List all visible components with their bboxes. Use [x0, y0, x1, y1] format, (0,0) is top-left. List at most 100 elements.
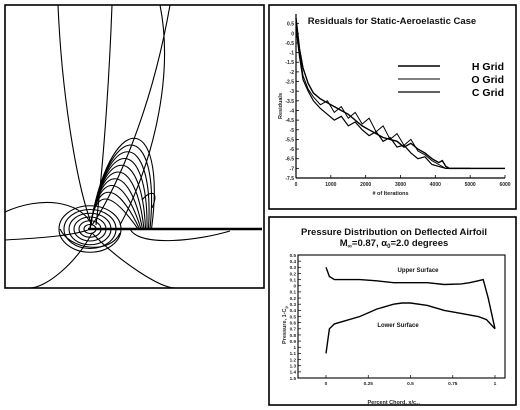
xlabel-part-0: Percent Chord, x/c — [367, 400, 416, 406]
pressure-ytick-label: 0.7 — [290, 327, 297, 332]
pressure-ytick-label: 0.5 — [290, 314, 297, 319]
residuals-ytick-label: -4 — [290, 108, 295, 114]
contour-frame — [4, 4, 265, 289]
pressure-ytick-label: 0.1 — [290, 277, 297, 282]
pressure-ytick-label: 0 — [293, 284, 296, 289]
residuals-ytick-label: 0 — [291, 31, 294, 37]
ylabel-part-1: p — [284, 305, 289, 308]
residuals-xlabel: # of Iterations — [372, 191, 408, 197]
pressure-series — [325, 267, 496, 354]
residuals-frame — [268, 4, 517, 210]
contour-lower-ring — [83, 223, 97, 235]
pressure-ytick-label: 0.4 — [290, 308, 297, 313]
residuals-ylabel: Residuals — [278, 93, 284, 119]
pressure-title: Pressure Distribution on Deflected Airfo… — [301, 227, 487, 238]
contour-lines — [4, 4, 262, 289]
contour-lower-ring — [63, 208, 117, 250]
residuals-xtick-label: 3000 — [395, 182, 406, 188]
residuals-xtick-label: 4000 — [430, 182, 441, 188]
pressure-ytick-label: 0.6 — [290, 320, 297, 325]
residuals-xtick-label: 5000 — [465, 182, 476, 188]
contour-outer-lower — [29, 232, 93, 289]
pressure-xlabel: Percent Chord, x/cac — [367, 400, 421, 407]
residuals-title: Residuals for Static-Aeroelastic Case — [308, 16, 476, 27]
residuals-series — [295, 17, 505, 170]
residuals-xtick-label: 2000 — [360, 182, 371, 188]
pressure-ytick-label: 0.2 — [290, 296, 297, 301]
pressure-panel: Pressure Distribution on Deflected Airfo… — [268, 216, 517, 407]
contour-upper-loop — [89, 137, 155, 230]
residuals-ytick-label: 0.5 — [287, 22, 294, 28]
residuals-ytick-label: -6.5 — [285, 157, 294, 163]
residuals-ytick-label: -2.5 — [285, 80, 294, 86]
pressure-xtick-label: 0.5 — [407, 381, 414, 387]
pressure-subtitle: M∞=0.87, α0=2.0 degrees — [340, 238, 449, 250]
subtitle-part-0: M — [340, 238, 348, 249]
ylabel-part-0: Pressure, 1-C — [282, 308, 288, 343]
contour-outer-left — [4, 201, 93, 226]
pressure-ytick-label: 0.1 — [290, 290, 297, 295]
subtitle-part-4: =2.0 degrees — [390, 238, 448, 249]
pressure-ytick-label: 0.4 — [290, 259, 297, 264]
residuals-ytick-label: -3.5 — [285, 99, 294, 105]
xlabel-part-1: ac — [416, 402, 421, 407]
residuals-ytick-label: -5 — [290, 128, 295, 134]
pressure-xtick-label: 0 — [325, 381, 328, 387]
pressure-ytick-label: 0.2 — [290, 271, 297, 276]
residuals-xtick-label: 1000 — [325, 182, 336, 188]
contour-panel — [4, 4, 265, 289]
subtitle-part-3: 0 — [387, 244, 391, 250]
residuals-panel: Residuals for Static-Aeroelastic Case 0.… — [268, 4, 517, 210]
upper-surface-label: Upper Surface — [397, 268, 439, 274]
pressure-xtick-label: 0.75 — [448, 381, 458, 387]
pressure-xtick-label: 1 — [494, 381, 497, 387]
pressure-series-line — [325, 267, 496, 329]
legend-label: H Grid — [472, 61, 504, 73]
pressure-axes: 0.50.40.30.20.100.10.20.30.40.50.60.70.8… — [290, 253, 506, 387]
subtitle-part-1: ∞ — [348, 244, 352, 250]
residuals-ytick-label: -7.5 — [285, 176, 294, 182]
pressure-ytick-label: 0.9 — [290, 339, 297, 344]
residuals-ytick-label: -1.5 — [285, 60, 294, 66]
pressure-ylabel: Pressure, 1-Cp — [282, 305, 289, 343]
subtitle-part-2: =0.87, α — [352, 238, 387, 249]
pressure-ytick-label: 0.3 — [290, 302, 297, 307]
pressure-ytick-label: 0.3 — [290, 265, 297, 270]
residuals-series-line — [295, 27, 471, 169]
contour-left-line — [4, 229, 89, 241]
legend-label: C Grid — [472, 87, 504, 99]
contour-wake-arc — [129, 228, 231, 242]
residuals-ytick-label: -0.5 — [285, 41, 294, 47]
residuals-ytick-label: -5.5 — [285, 137, 294, 143]
contour-small-loop — [141, 192, 156, 209]
pressure-ytick-label: 1.3 — [290, 364, 297, 369]
residuals-ytick-label: -4.5 — [285, 118, 294, 124]
residuals-series-line — [295, 17, 505, 170]
pressure-ytick-label: 1.1 — [290, 351, 297, 356]
legend-label: O Grid — [471, 74, 504, 86]
residuals-ytick-label: -6 — [290, 147, 295, 153]
contour-lower-ring — [73, 216, 107, 242]
pressure-ytick-label: 1.4 — [290, 370, 297, 375]
contour-outer-upper-left — [57, 4, 93, 226]
residuals-ytick-label: -2 — [290, 70, 295, 76]
pressure-ytick-label: 0.8 — [290, 333, 297, 338]
contour-outer-upper-right — [91, 4, 171, 226]
residuals-xtick-label: 0 — [295, 182, 298, 188]
pressure-ytick-label: 1.2 — [290, 357, 297, 362]
pressure-ytick-label: 1 — [293, 345, 296, 350]
pressure-series-line — [325, 302, 496, 354]
contour-lower-ring — [78, 220, 102, 238]
contour-lower-ring — [58, 205, 122, 253]
residuals-axes: 0.5 0 -0.5 -1 -1.5 -2 -2.5 -3 -3.5 -4 -4.5 -5 -5.5 -6… — [278, 14, 511, 197]
pressure-xtick-label: 0.25 — [364, 381, 374, 387]
pressure-frame — [268, 216, 517, 406]
residuals-ytick-label: -1 — [290, 51, 295, 57]
pressure-ytick-label: 1.5 — [290, 376, 297, 381]
residuals-ytick-label: -7 — [290, 166, 295, 172]
pressure-ytick-label: 0.5 — [290, 253, 297, 258]
contour-outer-lower-right — [91, 232, 176, 289]
contour-lower-ring — [68, 212, 112, 246]
